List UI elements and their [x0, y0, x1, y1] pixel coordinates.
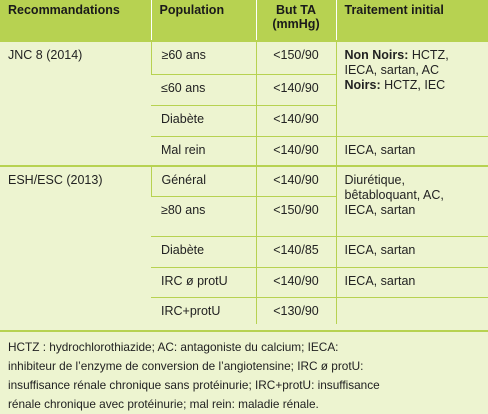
population-cell: ≤60 ans	[151, 73, 256, 105]
treatment-cell: IECA, sartan	[335, 235, 488, 267]
table-row: IRC ø protU <140/90 IECA, sartan	[0, 266, 488, 297]
header-goal-line1: But TA	[275, 3, 317, 17]
header-population: Population	[150, 0, 256, 41]
goal-cell: <140/90	[255, 73, 336, 105]
treatment-nonnoirs-text-2: IECA, sartan, AC	[344, 63, 439, 77]
guideline-jnc: JNC 8 (2014)	[0, 40, 151, 166]
population-cell: ≥80 ans	[151, 195, 256, 236]
table-row: JNC 8 (2014) ≥60 ans <150/90 Non Noirs: …	[0, 40, 488, 166]
goal-cell: <150/90	[255, 195, 336, 236]
header-goal: But TA (mmHg)	[255, 0, 336, 41]
population-cell: ≥60 ans	[150, 40, 256, 74]
population-cell: Diabète	[151, 104, 256, 136]
goal-cell: <140/90	[255, 135, 336, 166]
table-row: Diabète <140/85 IECA, sartan	[0, 235, 488, 267]
population-cell: Diabète	[151, 235, 256, 267]
recommendations-table: Recommandations Population But TA (mmHg)…	[0, 0, 488, 324]
treatment-cell: IECA, sartan	[335, 135, 488, 166]
header-treatment: Traitement initial	[335, 0, 488, 41]
population-cell: Mal rein	[151, 135, 256, 166]
treatment-cell: IECA, sartan	[335, 266, 488, 297]
population-cell: IRC ø protU	[151, 266, 256, 297]
population-cell: Général	[150, 165, 256, 196]
population-cell: IRC+protU	[151, 296, 256, 324]
treatment-nonnoirs-label: Non Noirs:	[344, 48, 409, 62]
treatment-esh-general: Diurétique, bêtabloquant, AC, IECA, sart…	[335, 165, 488, 236]
footnote: HCTZ : hydrochlorothiazide; AC: antagoni…	[0, 330, 488, 413]
table-row: ≤60 ans <140/90	[0, 73, 488, 105]
table-row: ESH/ESC (2013) Général <140/90 Diurétiqu…	[0, 165, 488, 324]
footnote-line: rénale chronique avec protéinurie; mal r…	[8, 397, 319, 411]
treatment-nonnoirs-text-1: HCTZ,	[408, 48, 449, 62]
goal-cell: <150/90	[255, 40, 336, 74]
goal-cell: <140/90	[255, 165, 336, 196]
table-row: IRC+protU <130/90	[0, 296, 488, 324]
treatment-line: IECA, sartan	[344, 203, 416, 217]
goal-cell: <140/90	[255, 104, 336, 136]
treatment-line: Diurétique,	[344, 173, 405, 187]
header-recommandations: Recommandations	[0, 0, 151, 41]
treatment-noirs-label: Noirs:	[344, 78, 381, 92]
goal-cell: <140/90	[255, 266, 336, 297]
header-row: Recommandations Population But TA (mmHg)…	[0, 0, 488, 41]
treatment-line: bêtabloquant, AC,	[344, 188, 444, 202]
footnote-line: insuffisance rénale chronique sans proté…	[8, 378, 380, 392]
table-row: ≥80 ans <150/90	[0, 195, 488, 236]
goal-cell: <140/85	[255, 235, 336, 267]
treatment-jnc: Non Noirs: HCTZ, IECA, sartan, AC Noirs:…	[335, 40, 488, 136]
guideline-esh: ESH/ESC (2013)	[0, 165, 151, 324]
header-goal-line2: (mmHg)	[272, 17, 320, 31]
goal-cell: <130/90	[255, 296, 336, 324]
table-row: Mal rein <140/90 IECA, sartan	[0, 135, 488, 166]
table-row: Diabète <140/90	[0, 104, 488, 136]
footnote-line: HCTZ : hydrochlorothiazide; AC: antagoni…	[8, 340, 339, 354]
footnote-line: inhibiteur de l’enzyme de conversion de …	[8, 359, 364, 373]
treatment-cell	[335, 296, 488, 324]
treatment-noirs-text: HCTZ, IEC	[380, 78, 446, 92]
